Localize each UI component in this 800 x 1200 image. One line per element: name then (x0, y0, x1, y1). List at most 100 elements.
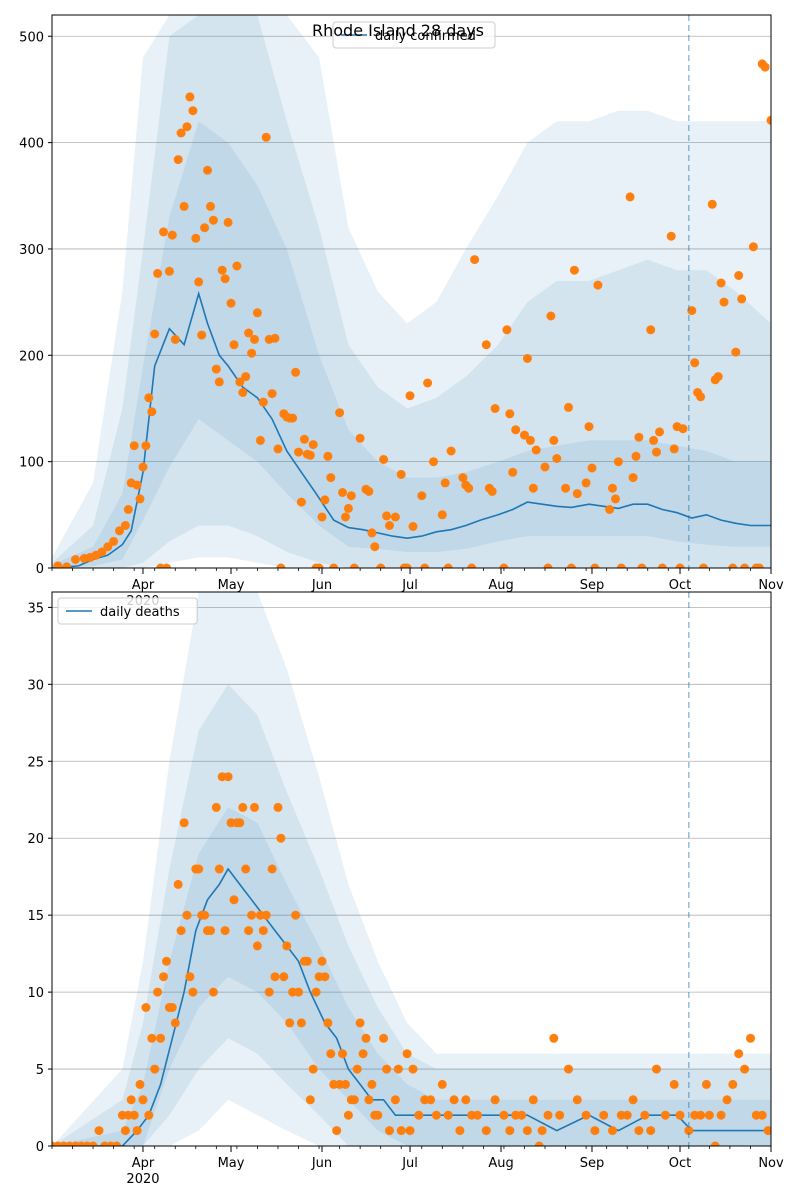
data-point (323, 451, 333, 461)
data-point (417, 491, 427, 501)
data-point (285, 1018, 295, 1028)
data-point (341, 1079, 350, 1089)
data-point (590, 563, 600, 568)
data-point (367, 1079, 377, 1089)
data-point (537, 1126, 547, 1136)
data-point (247, 348, 257, 358)
data-point (159, 227, 168, 237)
data-point (757, 1110, 767, 1120)
data-point (200, 223, 210, 233)
data-point (696, 1110, 706, 1120)
x-tick-label: Jun (311, 1156, 332, 1171)
data-point (499, 1110, 509, 1120)
data-point (173, 155, 183, 165)
data-point (646, 325, 656, 335)
data-point (346, 491, 356, 501)
data-point (543, 563, 553, 568)
data-point (191, 233, 201, 243)
legend-box (57, 597, 198, 625)
data-point (429, 457, 438, 467)
data-point (449, 1095, 459, 1105)
data-point (740, 563, 750, 568)
data-point (572, 489, 582, 499)
data-point (564, 1064, 573, 1074)
data-point (481, 340, 491, 350)
data-point (276, 833, 286, 843)
y-tick-label: 0 (36, 562, 44, 577)
data-point (103, 542, 113, 552)
x-tick-label: Aug (488, 1156, 513, 1171)
data-point (185, 972, 195, 982)
data-point (53, 561, 63, 568)
data-point (446, 446, 456, 456)
data-point (443, 563, 453, 568)
data-point (572, 1095, 582, 1105)
data-point (176, 128, 186, 138)
legend-label: daily deaths (100, 605, 180, 620)
data-point (162, 956, 171, 966)
data-point (590, 1126, 600, 1136)
confidence-band (52, 807, 771, 1146)
data-point (555, 1110, 565, 1120)
data-point (135, 494, 145, 504)
data-point (687, 306, 697, 316)
data-point (343, 1110, 353, 1120)
data-point (522, 354, 532, 363)
data-point (402, 563, 412, 568)
data-point (294, 987, 303, 997)
data-point (361, 1033, 371, 1043)
data-point (94, 1126, 104, 1136)
data-point (396, 1126, 406, 1136)
data-point (385, 1126, 394, 1136)
data-point (731, 347, 741, 357)
data-point (646, 1126, 656, 1136)
data-point (317, 956, 327, 966)
data-point (561, 483, 571, 493)
data-point (534, 1141, 544, 1146)
data-point (511, 425, 521, 435)
data-point (267, 389, 277, 399)
data-point (696, 392, 706, 402)
data-point (141, 441, 151, 451)
y-tick-label: 200 (19, 349, 44, 364)
data-point (182, 122, 192, 132)
data-point (197, 330, 207, 340)
confirmed-chart-panel: 0100200300400500Apr2020MayJunJulAugSepOc… (19, 14, 784, 609)
y-tick-label: 100 (19, 456, 44, 471)
data-point (264, 987, 274, 997)
data-point (291, 367, 301, 377)
data-point (710, 1141, 720, 1146)
data-point (467, 563, 477, 568)
y-tick-label: 30 (27, 678, 44, 693)
data-point (370, 542, 380, 552)
data-point (652, 1064, 661, 1074)
data-point (675, 1110, 685, 1120)
data-point (426, 1095, 436, 1105)
data-point (214, 377, 224, 387)
y-tick-label: 400 (19, 137, 44, 152)
data-point (569, 265, 579, 275)
data-point (305, 1095, 315, 1105)
data-point (208, 987, 218, 997)
data-point (206, 926, 215, 936)
data-point (716, 278, 726, 288)
data-point (608, 483, 617, 493)
data-point (490, 404, 500, 413)
y-tick-label: 35 (27, 601, 44, 616)
data-point (760, 62, 770, 72)
data-point (126, 1095, 136, 1105)
data-point (317, 512, 327, 522)
data-point (666, 231, 676, 241)
data-point (719, 297, 729, 307)
y-tick-label: 500 (19, 30, 44, 45)
data-point (517, 1110, 527, 1120)
data-point (247, 910, 257, 920)
data-point (611, 494, 620, 504)
data-point (499, 563, 509, 568)
data-point (144, 1110, 154, 1120)
data-point (112, 1141, 122, 1146)
data-point (159, 972, 168, 982)
y-tick-label: 20 (27, 832, 44, 847)
data-point (211, 802, 221, 812)
